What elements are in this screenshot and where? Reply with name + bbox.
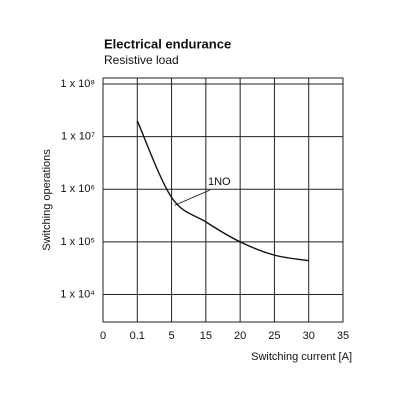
y-tick-label: 1 x 10⁵ [60, 236, 95, 248]
series-label: 1NO [208, 176, 231, 188]
x-tick-label: 5 [169, 330, 175, 342]
x-tick-label: 35 [337, 330, 349, 342]
y-tick-label: 1 x 10⁸ [60, 78, 95, 90]
x-tick-label: 30 [303, 330, 315, 342]
y-tick-label: 1 x 10⁶ [61, 183, 96, 195]
leader-line [174, 189, 211, 206]
plot-frame [102, 77, 344, 323]
x-tick-label: 25 [268, 330, 280, 342]
y-tick-label: 1 x 10⁷ [61, 131, 95, 143]
x-tick-label: 15 [200, 330, 212, 342]
x-axis-label: Switching current [A] [251, 351, 352, 363]
chart-title: Electrical endurance [104, 36, 231, 51]
x-tick-label: 20 [234, 330, 246, 342]
y-axis-label: Switching operations [41, 149, 53, 251]
y-tick-label: 1 x 10⁴ [60, 288, 95, 300]
x-tick-label: 0 [100, 330, 106, 342]
chart-subtitle: Resistive load [104, 53, 179, 67]
x-tick-label: 0.1 [130, 330, 145, 342]
curve [136, 120, 309, 262]
